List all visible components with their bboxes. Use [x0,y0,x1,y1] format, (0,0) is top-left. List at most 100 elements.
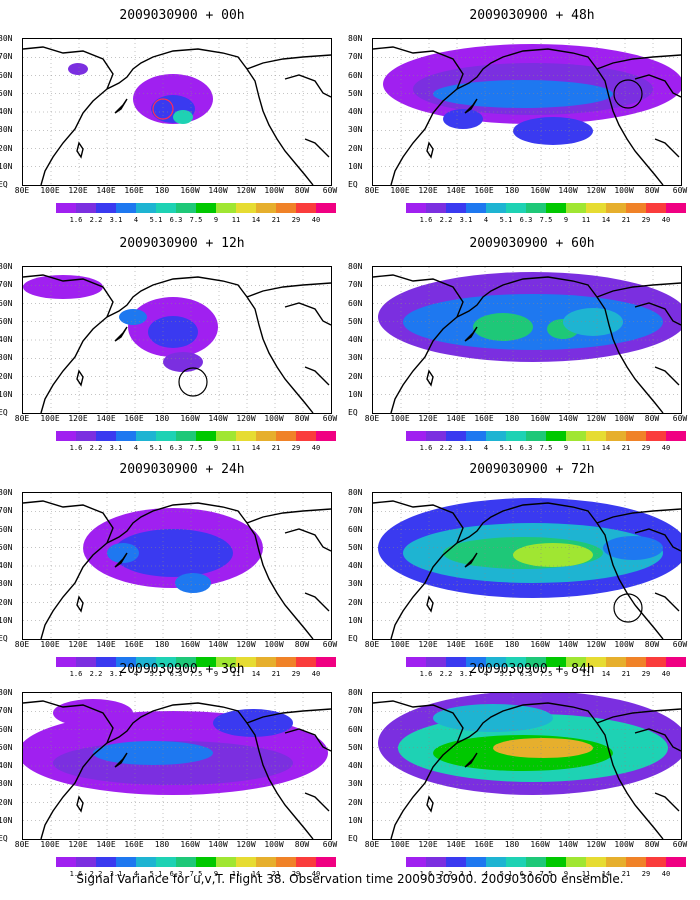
colorbar-tick-label: 29 [641,444,651,452]
colorbar-tick-label: 6.3 [519,444,533,452]
lat-label: EQ [348,408,358,417]
colorbar-tick-label: 29 [641,870,651,878]
lat-label: 20N [348,371,363,381]
coastline [596,282,681,298]
lat-label: 80N [0,488,13,497]
colorbar-tick-label: 21 [621,216,631,224]
colorbar-swatch [466,431,486,441]
colorbar-swatch [76,203,96,213]
colorbar-tick-label: 3.1 [109,444,123,452]
colorbar-swatch [256,857,276,867]
map-area [22,38,332,186]
lon-label: 80E [364,640,380,649]
lon-label: 80W [294,414,310,423]
colorbar-swatch [486,657,506,667]
colorbar-tick-label: 7.5 [189,670,203,678]
coastline [654,592,680,612]
colorbar-tick-label: 7.5 [539,670,553,678]
colorbar [406,203,686,213]
colorbar-tick-label: 40 [661,216,671,224]
lat-label: 70N [0,706,13,716]
lon-label: 80W [644,640,660,649]
colorbar-swatch [316,203,336,213]
colorbar-tick-label: 5.1 [499,870,513,878]
lat-label: 10N [348,161,363,171]
coastline [284,302,331,326]
lon-label: 100E [390,414,410,423]
colorbar-swatch [316,857,336,867]
colorbar-swatch [446,431,466,441]
colorbar-tick-label: 6.3 [169,670,183,678]
lon-label: 100W [264,840,284,849]
colorbar-swatch [446,657,466,667]
coastline [654,138,680,158]
colorbar-swatch [486,203,506,213]
lon-label: 100E [390,186,410,195]
colorbar-tick-label: 4 [133,444,139,452]
colorbar-tick-label: 9 [563,870,569,878]
colorbar-tick-label: 3.1 [109,870,123,878]
colorbar-swatch [156,203,176,213]
colorbar-tick-label: 40 [661,870,671,878]
variance-map [373,693,681,839]
coastline [246,282,331,298]
colorbar-tick-label: 21 [621,444,631,452]
colorbar-swatch [546,431,566,441]
lon-label: 120W [586,186,606,195]
colorbar-swatch [136,857,156,867]
lat-label: 50N [0,742,13,752]
colorbar-swatch [526,857,546,867]
colorbar-tick-label: 4 [483,216,489,224]
colorbar-swatch [56,203,76,213]
lon-label: 160E [474,640,494,649]
variance-map [373,267,681,413]
lon-label: 160W [180,414,200,423]
lon-label: 80E [14,840,30,849]
colorbar-swatch [296,857,316,867]
colorbar-swatch [586,431,606,441]
lat-label: 80N [0,34,13,43]
colorbar-tick-label: 9 [213,444,219,452]
colorbar-tick-label: 11 [581,444,591,452]
lat-label: EQ [348,834,358,843]
coastline [246,708,331,724]
coastline [464,752,478,768]
lon-label: 140E [96,840,116,849]
colorbar-swatch [566,431,586,441]
panel-title: 2009030900 + 00h [119,8,245,23]
lat-label: 20N [0,797,13,807]
colorbar-swatch [526,203,546,213]
coastline [464,326,478,342]
colorbar-swatch [666,857,686,867]
coastline [634,74,681,98]
coastline [246,54,331,70]
colorbar-tick-label: 2.2 [439,444,453,452]
coastline [76,141,84,159]
lat-label: 60N [348,298,363,308]
lon-label: 100E [40,640,60,649]
map-panel: 2009030900 + 12h 80N 70N 60N 50N 40N 30N 20N 10N… [0,236,352,456]
lon-label: 140W [558,640,578,649]
lat-label: EQ [0,180,8,189]
lat-label: 50N [348,542,363,552]
colorbar-tick-label: 2.2 [89,444,103,452]
colorbar-swatch [406,857,426,867]
colorbar-swatch [276,657,296,667]
colorbar-swatch [256,657,276,667]
lon-label: 120E [418,414,438,423]
lon-label: 100E [390,840,410,849]
lat-label: 80N [348,34,363,43]
colorbar-swatch [606,857,626,867]
colorbar-tick-label: 7.5 [539,216,553,224]
colorbar-swatch [566,203,586,213]
coastline [304,366,330,386]
lon-label: 140E [96,186,116,195]
lat-label: 40N [348,561,363,570]
lon-label: 160W [530,414,550,423]
colorbar-tick-label: 14 [601,444,611,452]
coastline [304,138,330,158]
colorbar-tick-label: 1.6 [69,670,83,678]
lat-label: 50N [348,316,363,326]
coastline [426,141,434,159]
lon-label: 80E [14,414,30,423]
